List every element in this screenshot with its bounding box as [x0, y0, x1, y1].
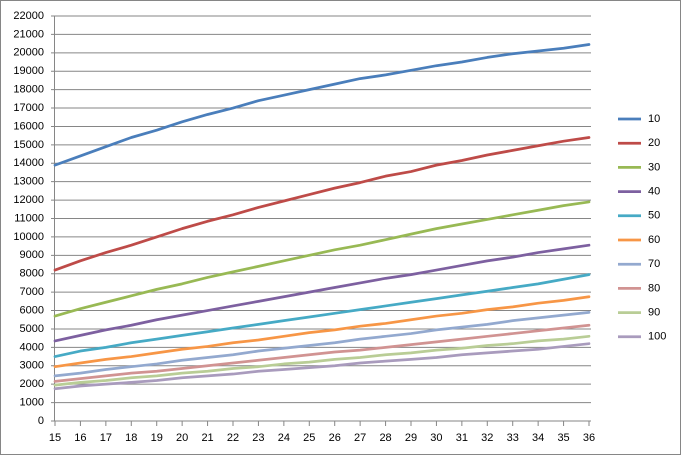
x-tick-label: 36: [583, 432, 595, 444]
y-tick-label: 6000: [20, 304, 44, 316]
legend-label: 30: [648, 161, 660, 173]
x-tick-label: 35: [557, 432, 569, 444]
series-line: [53, 243, 591, 343]
y-tick-label: 0: [38, 415, 44, 427]
y-tick-label: 17000: [13, 102, 44, 114]
series-line: [53, 273, 591, 358]
x-tick-label: 19: [151, 432, 163, 444]
y-tick-label: 8000: [20, 268, 44, 280]
x-tick-label: 20: [176, 432, 188, 444]
y-tick-label: 16000: [13, 120, 44, 132]
x-tick-label: 30: [430, 432, 442, 444]
x-tick-label: 23: [252, 432, 264, 444]
x-tick-label: 26: [329, 432, 341, 444]
legend-label: 40: [648, 186, 660, 198]
y-tick-label: 1000: [20, 396, 44, 408]
y-tick-label: 9000: [20, 249, 44, 261]
y-tick-label: 2000: [20, 378, 44, 390]
series-line: [53, 334, 591, 387]
series-line: [53, 200, 591, 318]
y-tick-label: 11000: [14, 212, 44, 224]
legend-label: 50: [648, 210, 660, 222]
x-tick-label: 18: [125, 432, 137, 444]
y-tick-label: 22000: [13, 10, 44, 22]
y-tick-label: 18000: [13, 84, 44, 96]
x-tick-label: 27: [354, 432, 366, 444]
x-tick-label: 17: [100, 432, 112, 444]
x-tick-label: 33: [507, 432, 519, 444]
y-tick-label: 5000: [20, 323, 44, 335]
y-tick-label: 13000: [13, 176, 44, 188]
series-line: [53, 136, 591, 272]
y-tick-label: 19000: [13, 65, 44, 77]
x-tick-label: 32: [481, 432, 493, 444]
x-tick-label: 24: [278, 432, 290, 444]
y-tick-label: 20000: [13, 47, 44, 59]
y-tick-label: 3000: [20, 360, 44, 372]
legend-label: 100: [648, 331, 666, 343]
series-line: [53, 311, 591, 378]
series-line: [53, 43, 591, 167]
x-tick-label: 22: [227, 432, 239, 444]
y-tick-label: 14000: [13, 157, 44, 169]
legend-label: 20: [648, 137, 660, 149]
legend-label: 60: [648, 234, 660, 246]
x-tick-label: 21: [201, 432, 213, 444]
series-line: [53, 295, 591, 369]
x-tick-label: 29: [405, 432, 417, 444]
legend-label: 70: [648, 258, 660, 270]
legend-label: 90: [648, 307, 660, 319]
x-tick-label: 16: [74, 432, 86, 444]
y-tick-label: 10000: [13, 231, 44, 243]
y-tick-label: 21000: [13, 28, 44, 40]
series-line: [53, 342, 591, 391]
y-tick-label: 15000: [13, 139, 44, 151]
x-tick-label: 15: [49, 432, 61, 444]
x-tick-label: 28: [379, 432, 391, 444]
y-tick-label: 7000: [20, 286, 44, 298]
y-tick-label: 12000: [13, 194, 44, 206]
x-tick-label: 31: [456, 432, 468, 444]
y-tick-label: 4000: [20, 341, 44, 353]
series-line: [53, 323, 591, 383]
legend-label: 80: [648, 282, 660, 294]
legend-label: 10: [648, 113, 660, 125]
x-tick-label: 34: [532, 432, 544, 444]
x-tick-label: 25: [303, 432, 315, 444]
